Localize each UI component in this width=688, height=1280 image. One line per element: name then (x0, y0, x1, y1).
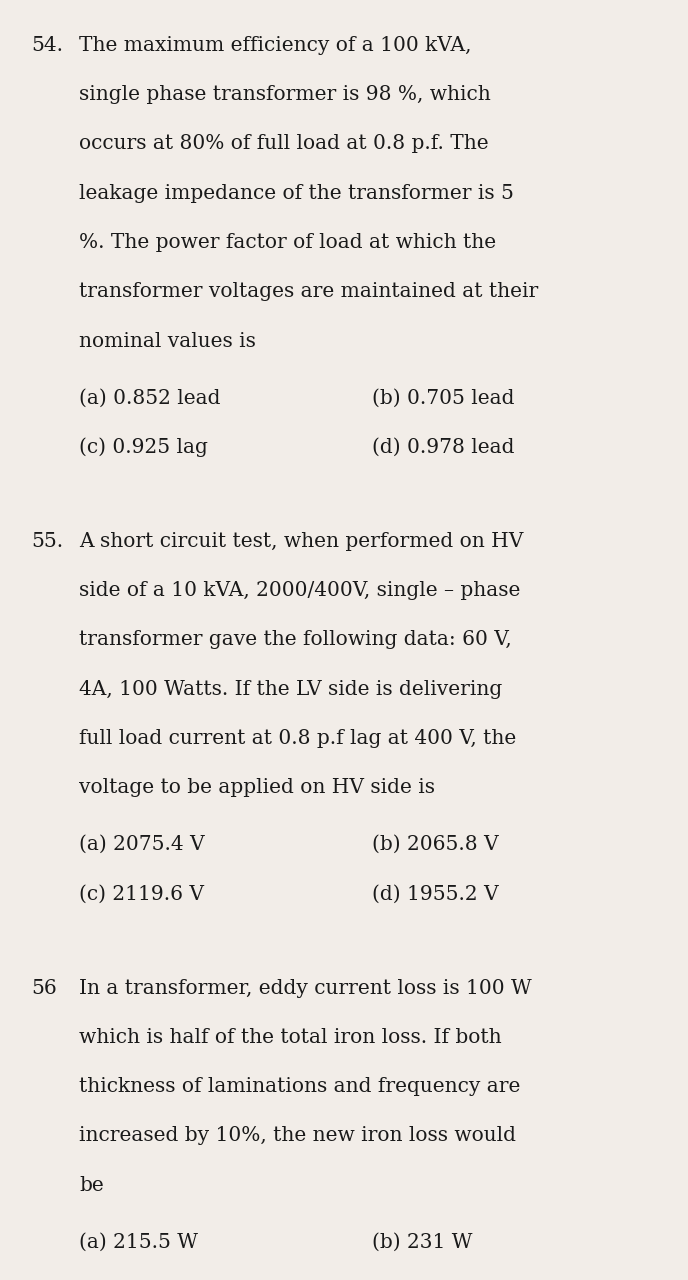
Text: leakage impedance of the transformer is 5: leakage impedance of the transformer is … (79, 183, 514, 202)
Text: which is half of the total iron loss. If both: which is half of the total iron loss. If… (79, 1028, 502, 1047)
Text: (d) 0.978 lead: (d) 0.978 lead (372, 438, 514, 457)
Text: (b) 2065.8 V: (b) 2065.8 V (372, 835, 498, 854)
Text: 54.: 54. (31, 36, 63, 55)
Text: voltage to be applied on HV side is: voltage to be applied on HV side is (79, 778, 435, 797)
Text: occurs at 80% of full load at 0.8 p.f. The: occurs at 80% of full load at 0.8 p.f. T… (79, 134, 488, 154)
Text: side of a 10 kVA, 2000/400V, single – phase: side of a 10 kVA, 2000/400V, single – ph… (79, 581, 521, 600)
Text: (c) 2119.6 V: (c) 2119.6 V (79, 884, 204, 904)
Text: (d) 1955.2 V: (d) 1955.2 V (372, 884, 498, 904)
Text: The maximum efficiency of a 100 kVA,: The maximum efficiency of a 100 kVA, (79, 36, 471, 55)
Text: transformer gave the following data: 60 V,: transformer gave the following data: 60 … (79, 630, 512, 649)
Text: single phase transformer is 98 %, which: single phase transformer is 98 %, which (79, 84, 491, 104)
Text: In a transformer, eddy current loss is 100 W: In a transformer, eddy current loss is 1… (79, 978, 532, 997)
Text: (a) 2075.4 V: (a) 2075.4 V (79, 835, 205, 854)
Text: 4A, 100 Watts. If the LV side is delivering: 4A, 100 Watts. If the LV side is deliver… (79, 680, 502, 699)
Text: nominal values is: nominal values is (79, 332, 256, 351)
Text: (b) 0.705 lead: (b) 0.705 lead (372, 388, 514, 407)
Text: (b) 231 W: (b) 231 W (372, 1233, 472, 1252)
Text: 55.: 55. (31, 531, 63, 550)
Text: increased by 10%, the new iron loss would: increased by 10%, the new iron loss woul… (79, 1126, 516, 1146)
Text: %. The power factor of load at which the: %. The power factor of load at which the (79, 233, 496, 252)
Text: (a) 0.852 lead: (a) 0.852 lead (79, 388, 221, 407)
Text: be: be (79, 1175, 104, 1194)
Text: transformer voltages are maintained at their: transformer voltages are maintained at t… (79, 282, 539, 301)
Text: full load current at 0.8 p.f lag at 400 V, the: full load current at 0.8 p.f lag at 400 … (79, 728, 517, 748)
Text: 56: 56 (31, 978, 56, 997)
Text: (c) 0.925 lag: (c) 0.925 lag (79, 438, 208, 457)
Text: A short circuit test, when performed on HV: A short circuit test, when performed on … (79, 531, 524, 550)
Text: thickness of laminations and frequency are: thickness of laminations and frequency a… (79, 1076, 521, 1096)
Text: (a) 215.5 W: (a) 215.5 W (79, 1233, 198, 1252)
